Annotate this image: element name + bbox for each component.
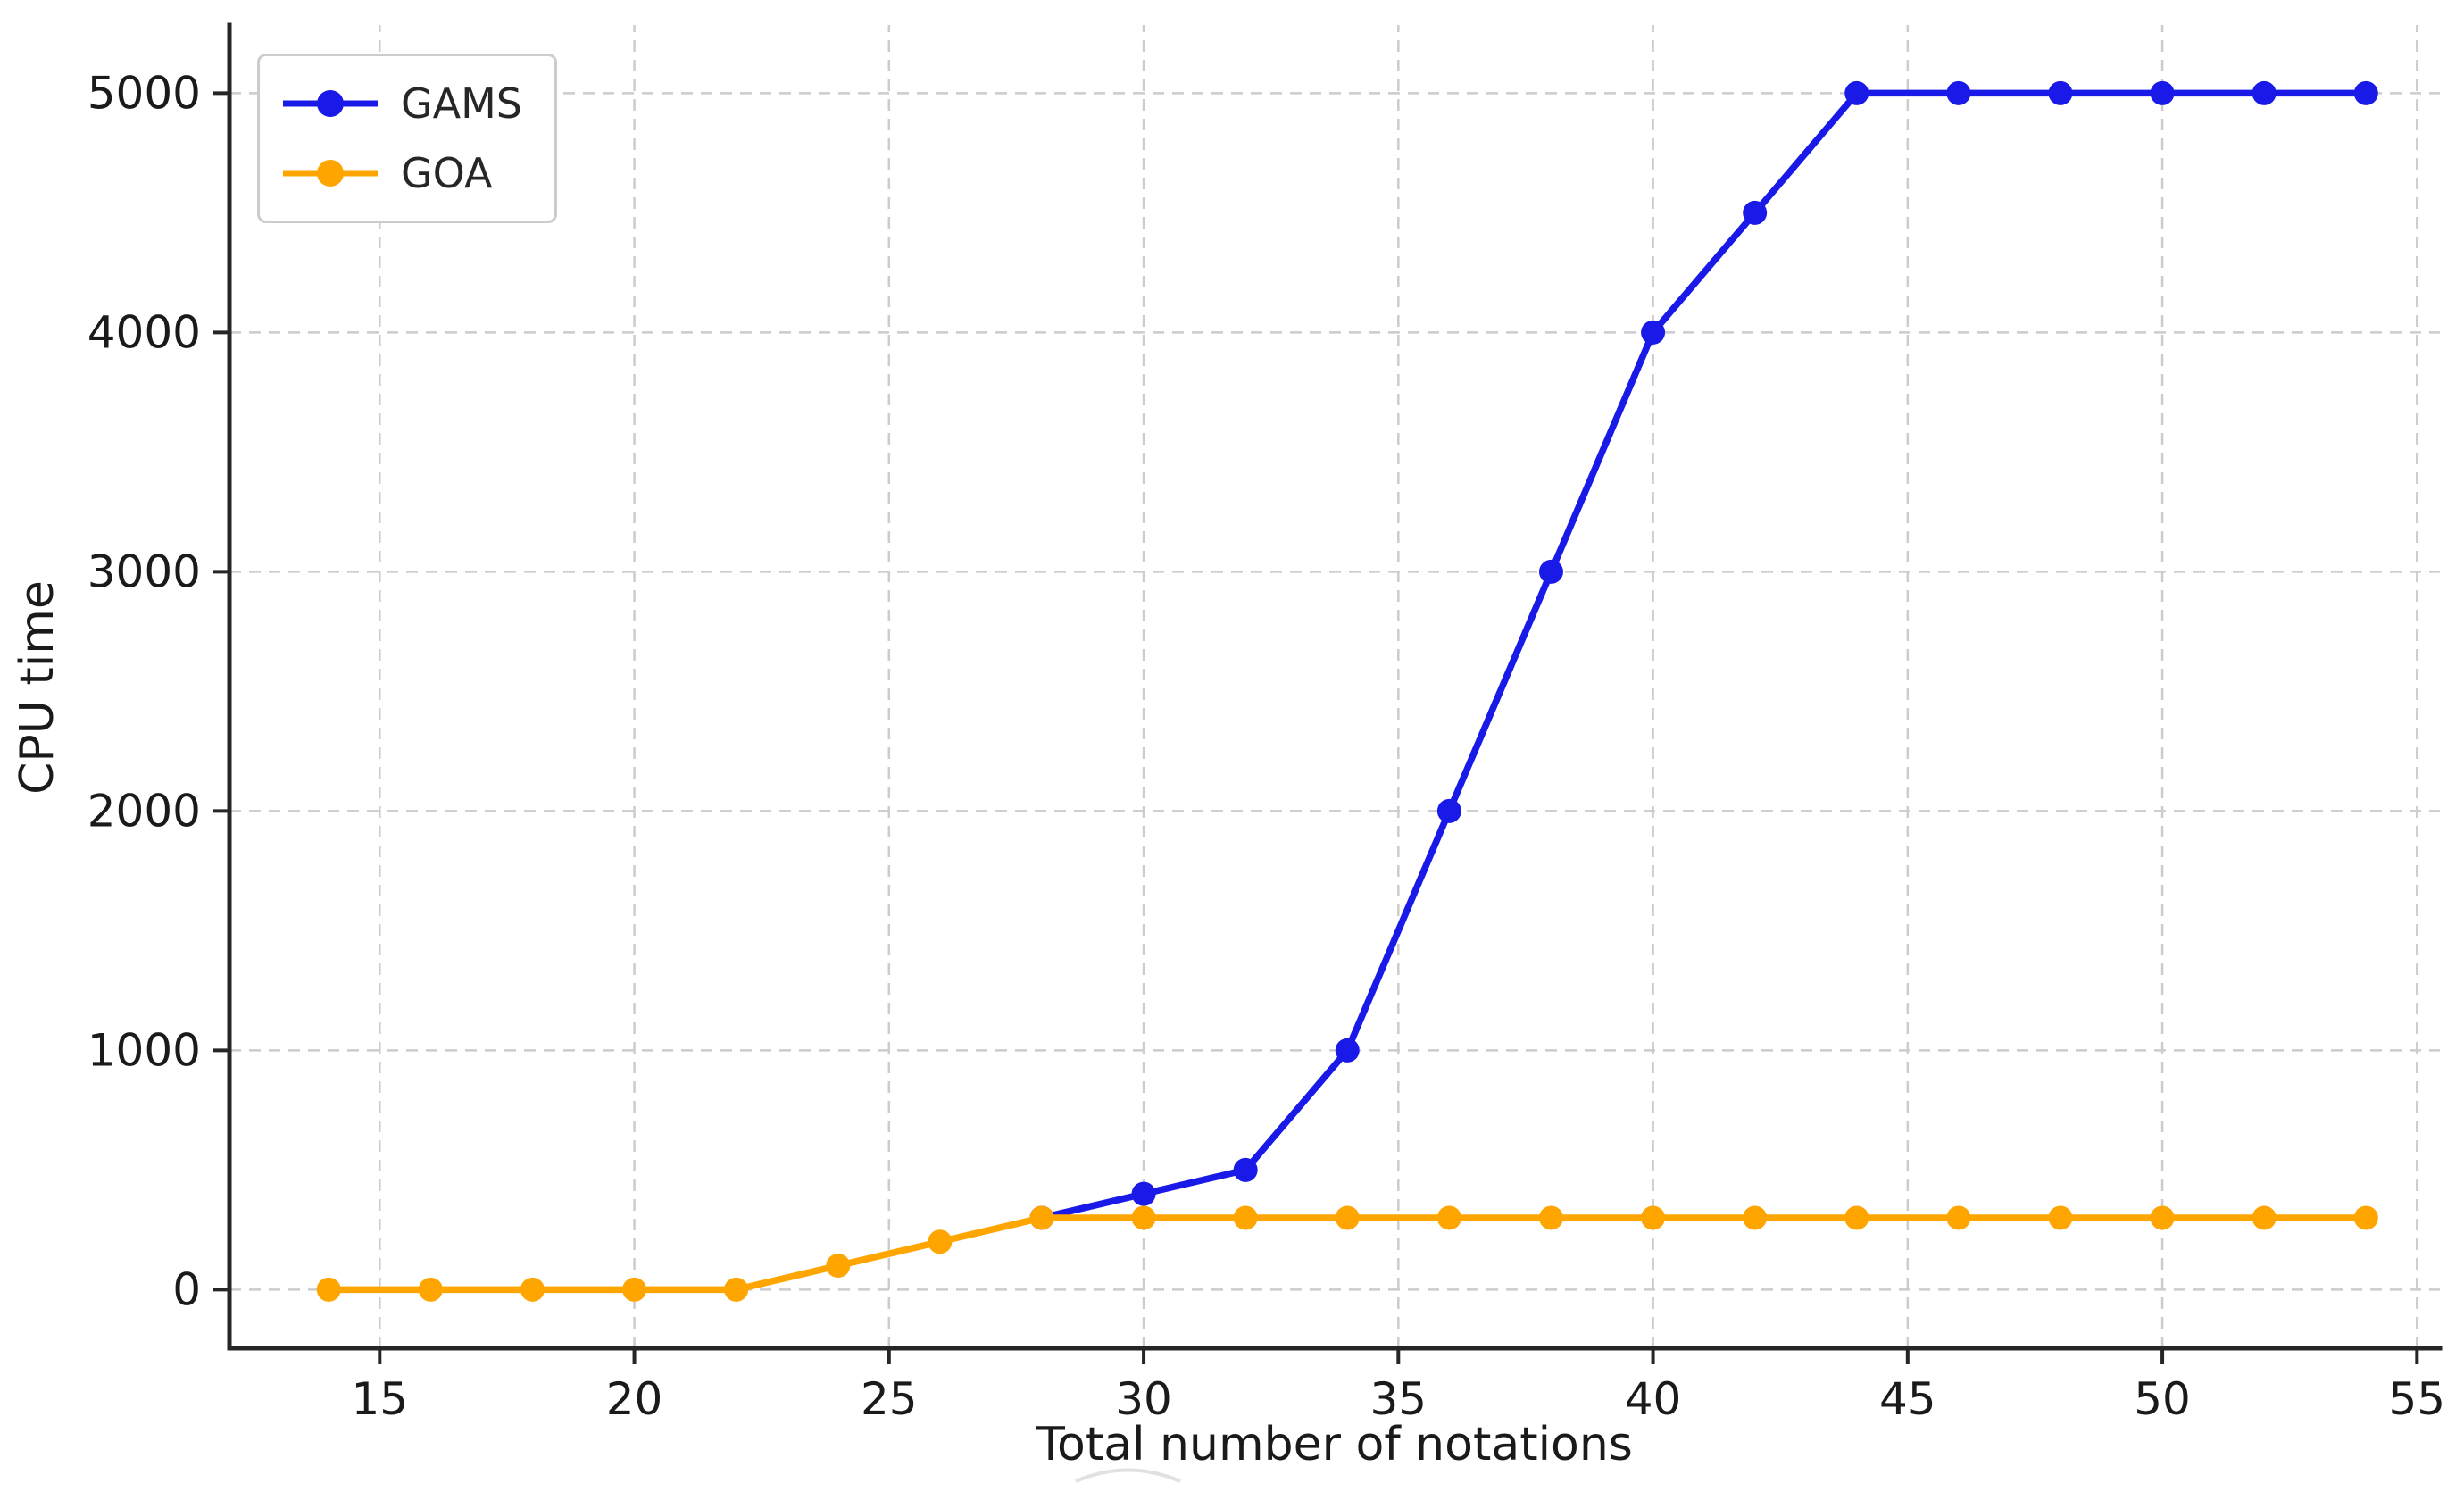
data-point-goa (1029, 1205, 1054, 1230)
legend-entry-goa: GOA (281, 142, 522, 204)
x-tick-label: 30 (1115, 1373, 1172, 1425)
x-tick-label: 40 (1625, 1373, 1682, 1425)
data-point-goa (1335, 1205, 1360, 1230)
data-point-goa (1233, 1205, 1258, 1230)
data-point-goa (1743, 1205, 1768, 1230)
x-tick-label: 55 (2389, 1373, 2446, 1425)
data-point-gams (1335, 1038, 1360, 1062)
legend-entry-gams: GAMS (281, 72, 522, 135)
data-point-gams (2048, 80, 2073, 105)
x-tick-label: 25 (861, 1373, 918, 1425)
data-point-goa (418, 1277, 443, 1302)
data-point-goa (928, 1229, 953, 1254)
y-tick-label: 1000 (87, 1024, 201, 1076)
data-point-gams (2353, 80, 2378, 105)
data-point-gams (1641, 320, 1666, 345)
data-point-goa (826, 1254, 851, 1279)
data-point-gams (1131, 1181, 1156, 1206)
y-axis-label: CPU time (11, 580, 64, 795)
data-point-goa (622, 1277, 647, 1302)
data-point-goa (316, 1277, 341, 1302)
x-tick-label: 50 (2134, 1373, 2191, 1425)
data-point-goa (724, 1277, 749, 1302)
x-tick-label: 45 (1879, 1373, 1936, 1425)
data-point-gams (1436, 798, 1461, 823)
y-tick-label: 3000 (87, 546, 201, 597)
watermark-arc (1075, 1468, 1181, 1483)
x-tick-label: 15 (351, 1373, 408, 1425)
data-point-gams (1946, 80, 1971, 105)
y-tick-label: 4000 (87, 306, 201, 358)
data-point-gams (1233, 1157, 1258, 1182)
legend: GAMS GOA (257, 54, 558, 223)
data-point-goa (520, 1277, 545, 1302)
series-line-gams (1041, 89, 2367, 1221)
data-point-goa (1436, 1205, 1461, 1230)
data-point-goa (2150, 1205, 2175, 1230)
x-axis-label: Total number of notations (1036, 1418, 1633, 1471)
data-point-goa (1538, 1205, 1563, 1230)
data-point-gams (1844, 80, 1869, 105)
gams-line-sample-icon (283, 90, 378, 117)
data-point-goa (1131, 1205, 1156, 1230)
data-point-goa (2048, 1205, 2073, 1230)
data-point-goa (1641, 1205, 1666, 1230)
data-point-gams (1538, 559, 1563, 584)
data-point-goa (1844, 1205, 1869, 1230)
legend-label-gams: GAMS (401, 79, 523, 128)
data-point-goa (2353, 1205, 2378, 1230)
goa-line-sample-icon (283, 160, 378, 187)
y-tick-label: 5000 (87, 67, 201, 119)
data-point-goa (1946, 1205, 1971, 1230)
x-tick-label: 20 (606, 1373, 663, 1425)
legend-label-goa: GOA (401, 149, 493, 197)
data-point-gams (1743, 200, 1768, 225)
y-tick-label: 0 (172, 1263, 201, 1315)
data-point-gams (2150, 80, 2175, 105)
x-tick-label: 35 (1370, 1373, 1428, 1425)
y-tick-label: 2000 (87, 785, 201, 837)
data-point-gams (2252, 80, 2277, 105)
data-point-goa (2252, 1205, 2277, 1230)
